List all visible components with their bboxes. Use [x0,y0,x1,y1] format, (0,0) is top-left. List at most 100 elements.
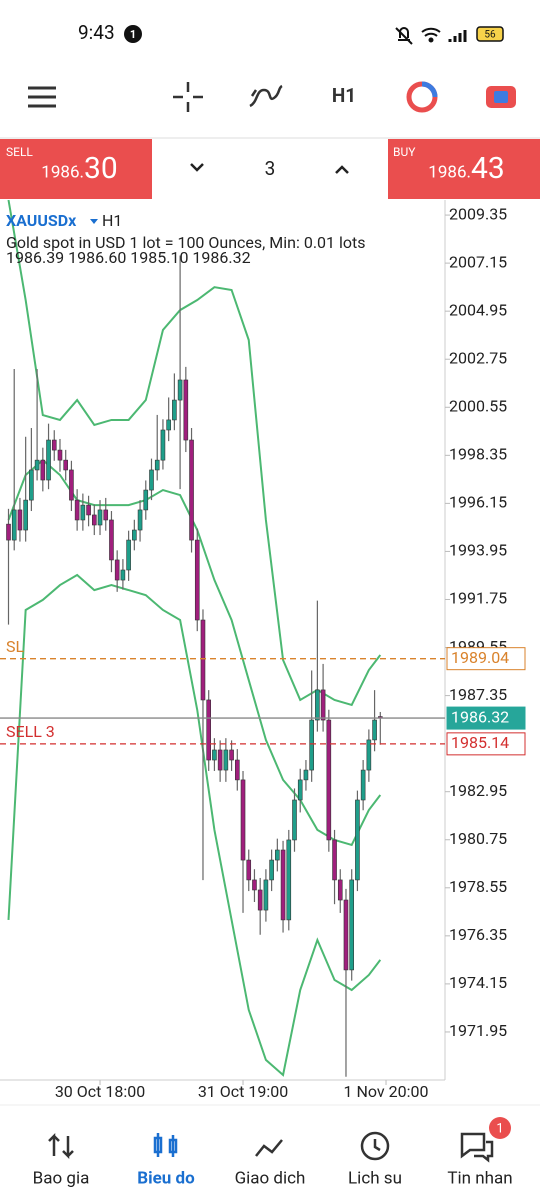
candle-body [120,569,126,581]
trade-clock-button[interactable] [406,81,438,113]
x-tick-label: 31 Oct 19:00 [198,1082,288,1101]
status-time: 9:43 [78,21,115,44]
symbol-description: Gold spot in USD 1 lot = 100 Ounces, Min… [6,233,366,252]
candle-body [11,509,17,541]
volume-increase[interactable] [335,165,349,174]
candle-body [286,839,292,921]
sell-price-suffix: 30 [84,151,118,186]
candle-body [149,469,154,491]
candle-body [69,469,74,501]
nav-item[interactable]: Bieu do [137,1168,195,1188]
candle-body [29,469,34,501]
candle-body [80,504,86,521]
candle-body [315,689,320,721]
y-tick-label: 2000.55 [449,396,507,415]
candle-body [46,439,51,481]
y-tick-label: 1991.75 [449,589,507,608]
candle-body [240,779,246,861]
bottom-nav: Bao gia Bieu do Giao dich Lich su Tin nhan [33,1168,513,1188]
candle-body [280,849,286,921]
candle-body [343,899,349,971]
y-tick-label: 2004.95 [449,300,507,319]
nav-item[interactable]: Giao dich [235,1168,306,1188]
y-tick-label: 1980.75 [449,829,507,848]
y-tick-label: 1978.55 [449,877,507,896]
candle-body [223,749,229,771]
y-tick-label: 1982.95 [449,781,507,800]
level-value: 1989.04 [451,648,509,667]
candle-body [51,439,57,451]
nav-badge [489,1117,511,1139]
sell-price-prefix: 1986. [41,162,84,182]
candle-body [200,619,206,701]
nav-item[interactable]: Tin nhan [447,1168,512,1188]
y-tick-label: 1987.35 [449,685,507,704]
candle-body [355,799,360,881]
candle-body [40,459,46,481]
candle-body [166,419,171,431]
sell-button[interactable] [0,139,152,199]
trade-button[interactable] [486,86,516,108]
x-tick-label: 30 Oct 18:00 [55,1082,145,1101]
candle-body [212,749,217,761]
buy-label: BUY [393,145,416,159]
y-tick-label: 2002.75 [449,348,507,367]
candle-body [292,799,297,841]
candle-body [263,879,269,911]
candle-body [337,879,343,901]
y-tick-label: 1976.35 [449,925,507,944]
candle-body [97,509,103,526]
notification-count: 1 [130,28,136,41]
y-tick-label: 2009.35 [449,204,507,223]
timeframe-button[interactable]: H1 [332,84,356,107]
symbol-dropdown[interactable] [90,219,98,224]
candle-body [183,379,189,441]
buy-button[interactable] [388,139,540,199]
candle-body [6,523,11,541]
nav-item[interactable]: Lich su [348,1168,402,1188]
y-tick-label: 1998.35 [449,445,507,464]
crosshair-button[interactable] [173,82,203,112]
x-tick-label: 1 Nov 20:00 [344,1082,429,1101]
menu-button[interactable] [28,86,56,108]
volume-decrease[interactable] [190,163,204,172]
level-label: SELL 3 [6,722,55,741]
candle-body [309,719,314,771]
candle-body [332,839,337,881]
nav-item[interactable]: Bao gia [33,1168,90,1188]
candle-body [57,449,63,461]
volume-value[interactable]: 3 [265,157,276,180]
candle-body [235,759,240,781]
candle-body [132,529,137,541]
notification-dot [124,25,142,43]
sell-label: SELL [6,145,33,159]
symbol[interactable]: XAUUSDx [6,211,77,230]
candle-body [320,689,326,721]
nav-badge-count: 1 [496,1121,503,1136]
candle-body [326,719,332,841]
y-tick-label: 1971.95 [449,1021,507,1040]
candle-body [34,459,40,471]
level-box [446,647,526,671]
battery [476,26,504,42]
candle-body [143,489,149,511]
candle-body [189,439,194,541]
candle-body [74,499,80,521]
candle-body [126,539,131,571]
candle-body [103,509,109,521]
chart-timeframe: H1 [102,211,122,230]
band-line [7,573,382,1077]
candle-body [360,769,366,801]
candle-body [17,509,23,531]
y-tick-label: 1974.15 [449,973,507,992]
indicators-button[interactable] [249,84,283,108]
candle-body [349,879,355,971]
candle-body [206,699,211,761]
candle-body [154,459,160,471]
nav-icons [48,1131,494,1163]
candle-body [92,514,97,526]
candle-body [172,399,177,421]
candle-body [137,509,143,531]
